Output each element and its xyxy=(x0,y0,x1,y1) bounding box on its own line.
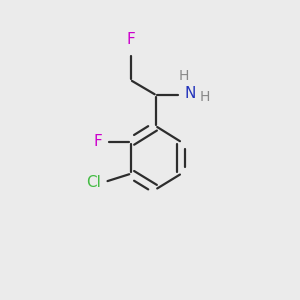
Text: F: F xyxy=(126,32,135,47)
Text: F: F xyxy=(93,134,102,149)
Text: H: H xyxy=(179,68,189,83)
Text: Cl: Cl xyxy=(86,175,101,190)
Text: N: N xyxy=(184,86,196,101)
Text: H: H xyxy=(200,89,210,103)
